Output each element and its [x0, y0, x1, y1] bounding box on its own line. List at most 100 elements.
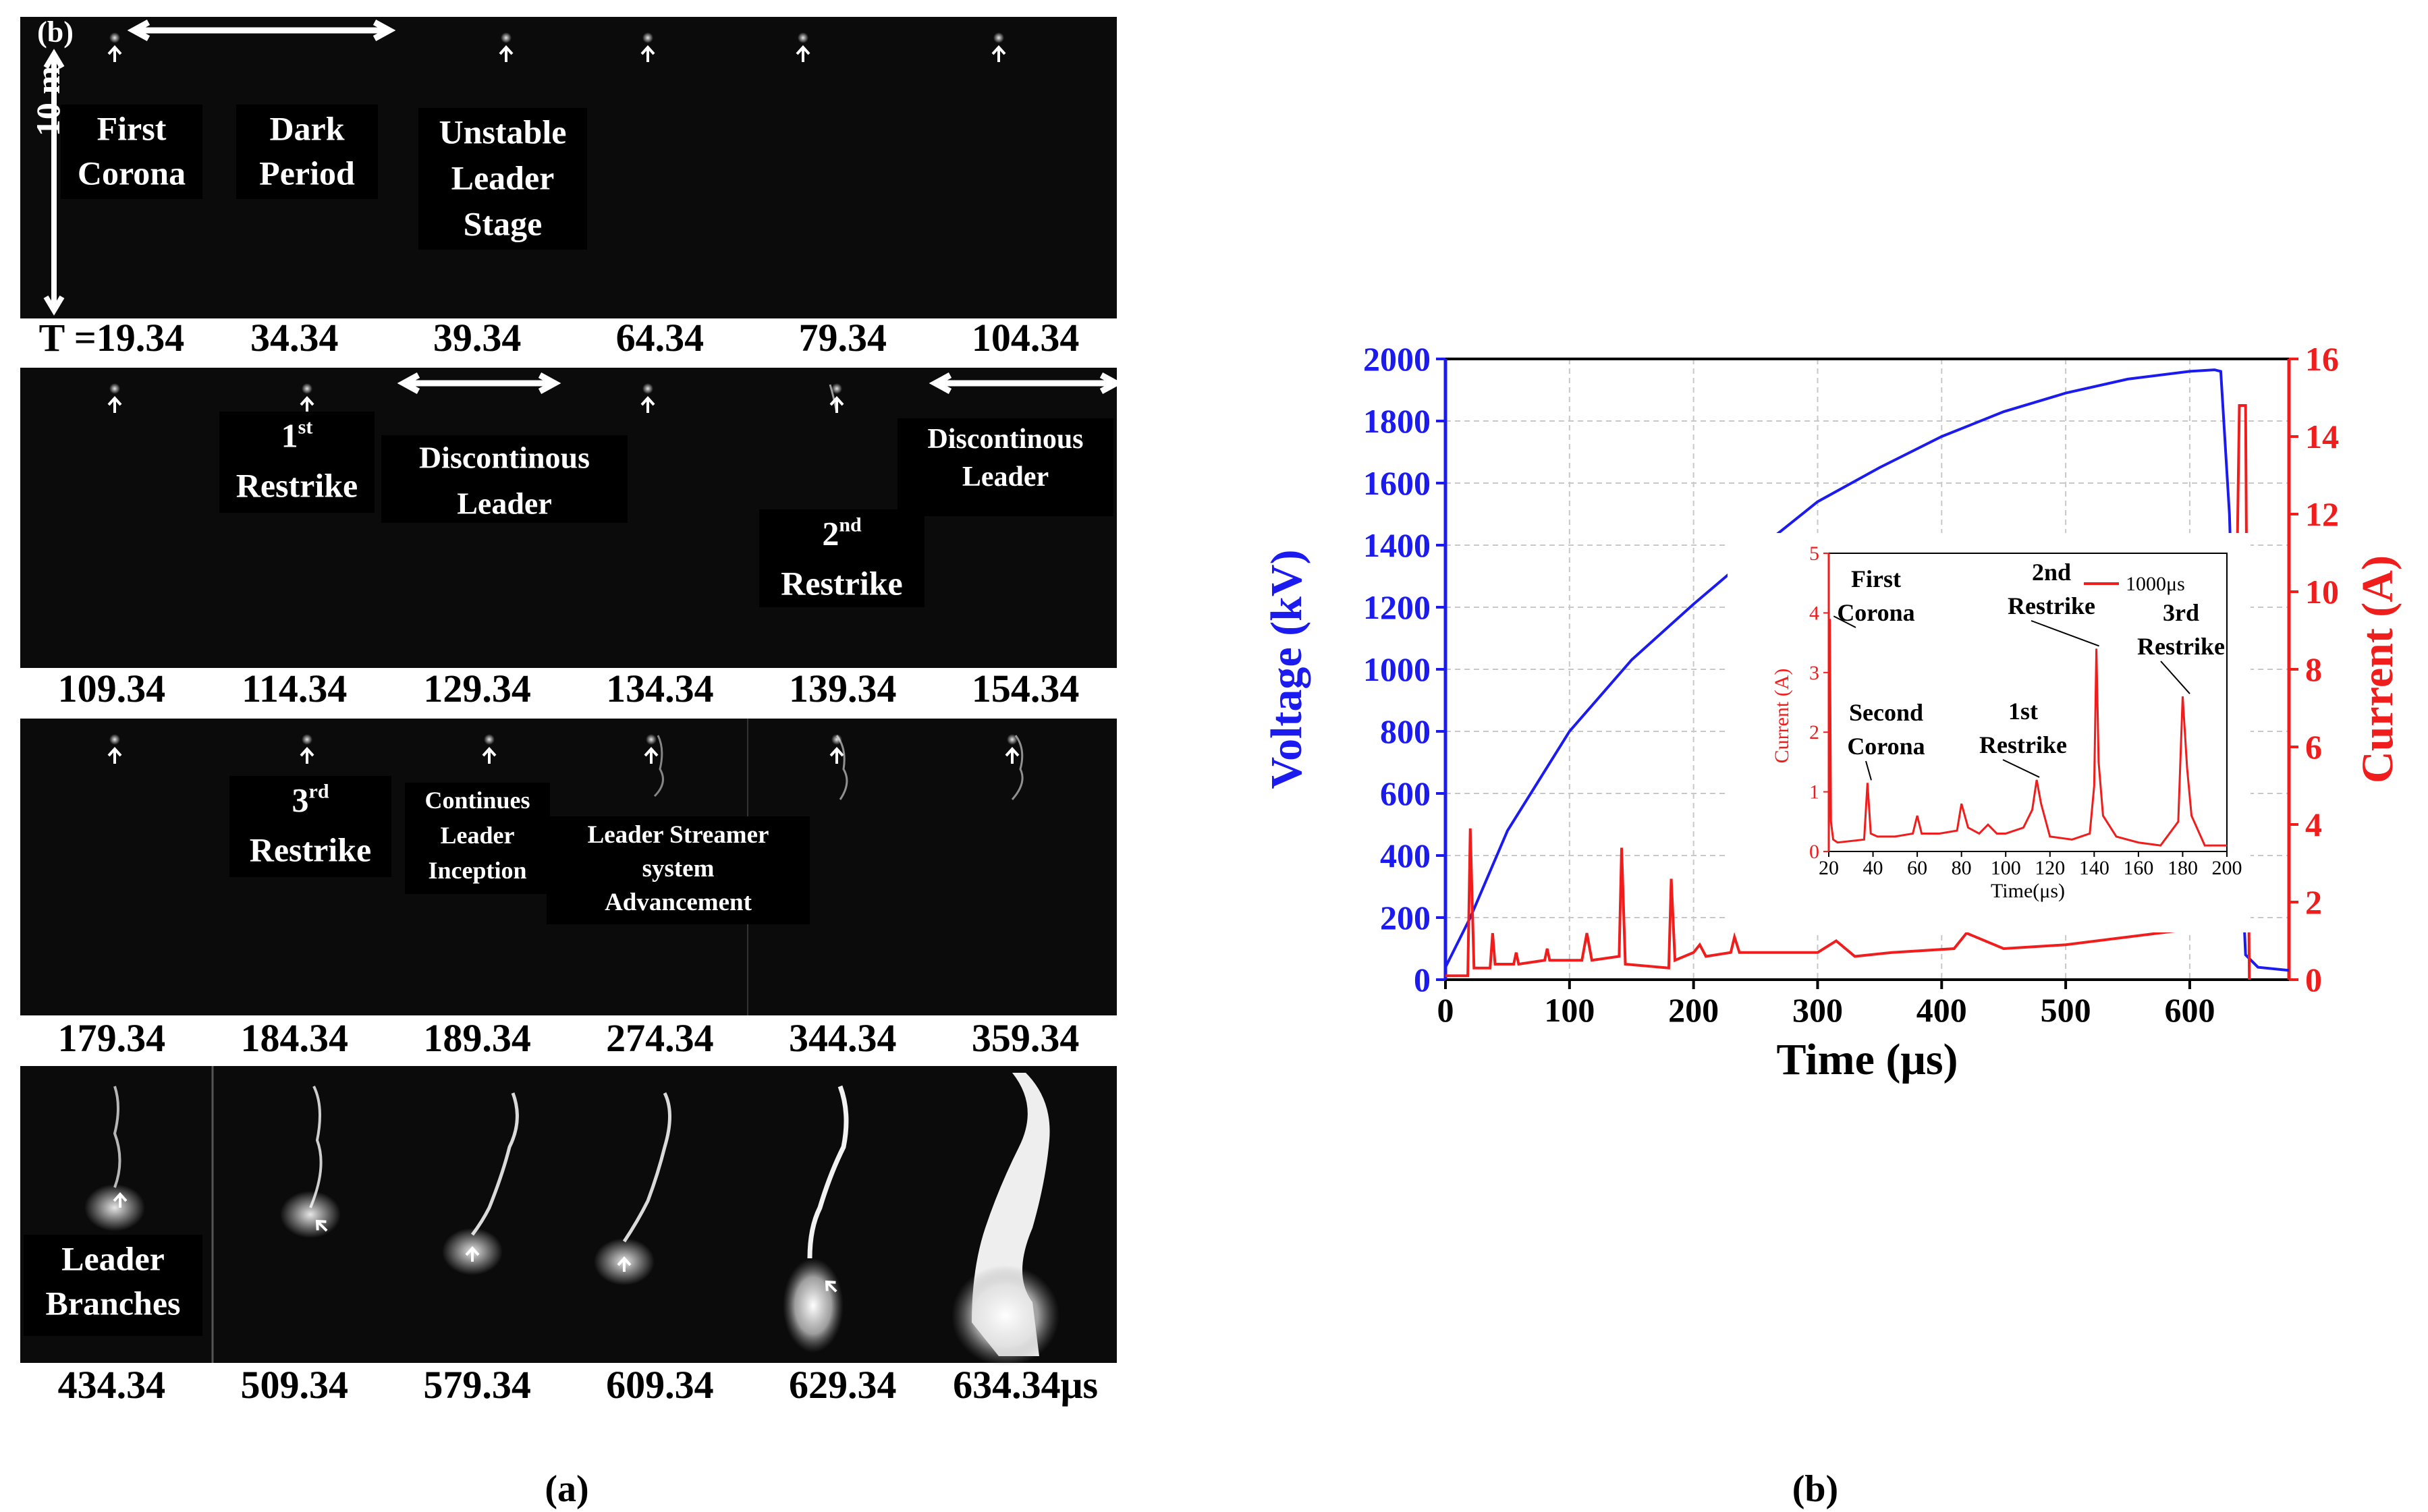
y-tick-label: 1200 — [1363, 588, 1431, 626]
leader-channel — [309, 1086, 323, 1208]
y2-tick-label: 4 — [2305, 806, 2322, 843]
inset-x-tick-label: 80 — [1952, 857, 1972, 879]
y-tick-label: 0 — [1414, 961, 1431, 999]
inset-y-axis-label: Current (A) — [1771, 669, 1793, 764]
frame-time-label: 129.34 — [423, 667, 531, 710]
electrode-glow — [1007, 734, 1018, 745]
electrode-glow — [302, 734, 312, 745]
annotation-box — [381, 435, 628, 523]
electrode-glow — [501, 32, 512, 43]
leader-channel — [622, 1092, 671, 1243]
electrode-glow — [109, 32, 120, 43]
frame-arrow-icon — [991, 45, 1006, 62]
frame-arrow-icon — [644, 747, 659, 764]
inset-annotation-pointer — [2160, 661, 2190, 694]
annotation-text: Corona — [78, 155, 186, 192]
y-tick-label: 2000 — [1363, 340, 1431, 378]
inset-annotation: 2nd — [2032, 559, 2071, 586]
frame-arrow-icon — [107, 396, 122, 413]
panel-b-caption: (b) — [1792, 1468, 1838, 1510]
inset-annotation: Restrike — [1979, 731, 2067, 758]
inset-annotation: Restrike — [2137, 633, 2225, 660]
annotation-superscript: rd — [309, 781, 329, 803]
y-tick-label: 200 — [1380, 899, 1431, 936]
inset-annotation: 1st — [2008, 698, 2038, 725]
frame-time-label: 509.34 — [241, 1363, 349, 1407]
annotation-box — [229, 776, 391, 877]
annotation-text: Discontinous — [927, 424, 1083, 455]
frame-time-label: T =19.34 — [39, 316, 185, 360]
annotation-text: Leader — [451, 159, 555, 197]
frame-arrow-icon — [1005, 747, 1020, 764]
electrode-glow — [109, 383, 120, 394]
annotation-box — [418, 108, 587, 250]
frame-time-label: 109.34 — [58, 667, 166, 710]
electrode-glow — [993, 32, 1004, 43]
inset-legend-label: 1000μs — [2126, 573, 2185, 595]
x-tick-label: 100 — [1544, 991, 1595, 1029]
frame-time-label: 134.34 — [606, 667, 714, 710]
frame-arrow-icon — [617, 1256, 632, 1272]
electrode-glow — [831, 734, 842, 745]
inset-x-tick-label: 40 — [1863, 857, 1883, 879]
frame-time-label: 114.34 — [242, 667, 347, 710]
electrode-glow — [646, 734, 657, 745]
annotation-text: Leader — [962, 461, 1049, 493]
y2-tick-label: 6 — [2305, 728, 2322, 766]
streamer-glow — [84, 1184, 145, 1231]
frame-time-label: 579.34 — [423, 1363, 531, 1407]
frame-arrow-icon — [640, 45, 655, 62]
frame-time-label: 39.34 — [433, 316, 522, 360]
inset-annotation-pointer — [1865, 760, 1872, 781]
frame-arrow-icon — [315, 1219, 328, 1232]
annotation-text: Leader Streamer — [588, 821, 769, 849]
inset-x-axis-label: Time(μs) — [1991, 880, 2065, 902]
y2-tick-label: 16 — [2305, 340, 2339, 378]
electrode-glow — [484, 734, 495, 745]
frame-time-label: 344.34 — [789, 1016, 897, 1060]
streamer-glow — [783, 1258, 844, 1353]
annotation-text: Restrike — [250, 831, 372, 869]
y-axis-label: Voltage (kV) — [1262, 549, 1311, 789]
annotation-text: Branches — [46, 1285, 181, 1322]
frame-time-label: 154.34 — [972, 667, 1080, 710]
annotation-box — [236, 105, 378, 199]
y2-tick-label: 2 — [2305, 883, 2322, 921]
y2-axis-label: Current (A) — [2353, 555, 2402, 783]
inset-current-series-line — [1827, 619, 2227, 847]
frame-arrow-icon — [499, 45, 514, 62]
leader-channel — [835, 735, 848, 800]
frame-time-label: 274.34 — [606, 1016, 714, 1060]
inset-chart: 20 40 60 80 100 120 140 160 180 200 0 1 2 3 4 5 Time(μs)… — [1728, 533, 2251, 932]
annotation-text: Advancement — [605, 889, 752, 916]
y2-tick-label: 10 — [2305, 573, 2339, 611]
frame-time-label: 184.34 — [241, 1016, 349, 1060]
streamer-glow — [280, 1191, 341, 1238]
annotation-text: Leader — [441, 822, 515, 849]
frame-time-label: 434.34 — [58, 1363, 166, 1407]
frame-arrow-icon — [113, 1192, 128, 1208]
frame-arrow-icon — [829, 747, 844, 764]
current-series-line — [1445, 404, 2251, 980]
annotation-text: system — [642, 855, 715, 883]
electrode-glow — [798, 32, 808, 43]
annotation-text: Period — [259, 155, 355, 192]
x-tick-label: 300 — [1792, 991, 1843, 1029]
y2-tick-label: 14 — [2305, 418, 2339, 455]
panel-a-corner-label: (b) — [37, 16, 74, 49]
annotation-text: Leader — [61, 1240, 165, 1278]
electrode-glow — [642, 32, 653, 43]
annotation-box — [219, 412, 375, 513]
inset-x-tick-label: 160 — [2123, 857, 2153, 879]
inset-y-tick-label: 4 — [1809, 602, 1819, 624]
y-tick-label: 1400 — [1363, 526, 1431, 564]
frame-time-label: 629.34 — [789, 1363, 897, 1407]
inset-y-tick-label: 0 — [1809, 841, 1819, 863]
interval-arrow-icon — [929, 372, 1123, 394]
frame-arrow-icon — [107, 747, 122, 764]
annotation-text: Discontinous — [419, 440, 590, 474]
leader-channel — [829, 384, 838, 414]
annotation-text: Restrike — [236, 467, 358, 505]
annotation-text: First — [97, 110, 167, 148]
